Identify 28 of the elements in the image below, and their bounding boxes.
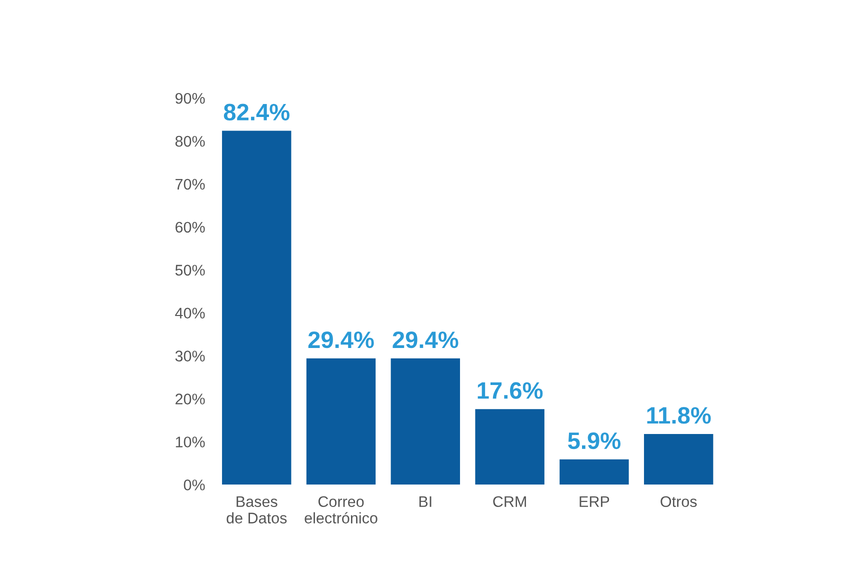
- data-label: 11.8%: [647, 407, 711, 424]
- y-tick-label: 60%: [176, 222, 205, 233]
- y-tick-label: 30%: [175, 350, 205, 362]
- x-tick-label: CRM: [493, 496, 526, 508]
- y-tick-label: 40%: [175, 308, 205, 319]
- y-tick-label: 20%: [176, 394, 205, 404]
- y-tick-label: 10%: [176, 436, 205, 448]
- y-tick-label: 80%: [175, 136, 205, 147]
- bar: [475, 409, 544, 485]
- data-label: 17.6%: [478, 382, 543, 399]
- y-tick-label: 0%: [184, 480, 205, 490]
- y-tick-label: 90%: [175, 92, 205, 104]
- bar: [560, 459, 629, 485]
- data-label: 29.4%: [308, 331, 374, 348]
- y-tick-label: 70%: [176, 178, 205, 190]
- bar: [306, 358, 376, 485]
- bar: [390, 358, 460, 485]
- bar: [222, 130, 292, 485]
- x-tick-label: Otros: [660, 496, 697, 508]
- x-tick-label: ERP: [580, 496, 610, 507]
- x-tick-label: Bases de Datos: [226, 496, 287, 524]
- data-label: 82.4%: [224, 104, 290, 121]
- data-label: 5.9%: [568, 432, 620, 450]
- y-tick-label: 50%: [175, 264, 205, 276]
- x-tick-label: Correo electrónico: [304, 496, 378, 524]
- bar: [644, 434, 714, 485]
- x-tick-label: BI: [419, 496, 432, 507]
- data-label: 29.4%: [392, 331, 458, 348]
